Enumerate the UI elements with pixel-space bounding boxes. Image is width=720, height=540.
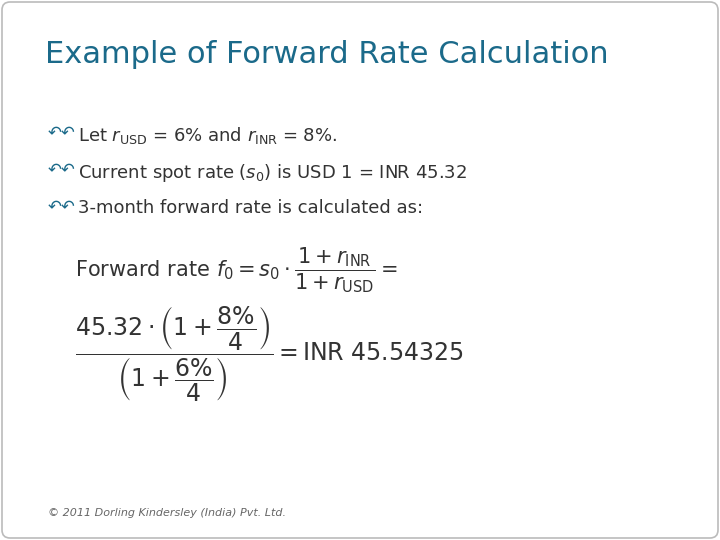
Text: ↶↶: ↶↶ [48,197,76,215]
Text: Current spot rate ($s_0$) is USD 1 = INR 45.32: Current spot rate ($s_0$) is USD 1 = INR… [78,162,467,184]
Text: Let $r_{\mathrm{USD}}$ = 6% and $r_{\mathrm{INR}}$ = 8%.: Let $r_{\mathrm{USD}}$ = 6% and $r_{\mat… [78,125,337,146]
Text: ↶↶: ↶↶ [48,123,76,141]
Text: 3-month forward rate is calculated as:: 3-month forward rate is calculated as: [78,199,423,217]
Text: $\mathrm{Forward\ rate}\ f_0 = s_0 \cdot \dfrac{1 + r_{\mathrm{INR}}}{1 + r_{\ma: $\mathrm{Forward\ rate}\ f_0 = s_0 \cdot… [75,245,397,295]
Text: © 2011 Dorling Kindersley (India) Pvt. Ltd.: © 2011 Dorling Kindersley (India) Pvt. L… [48,508,286,518]
Text: $\dfrac{45.32 \cdot \left(1 + \dfrac{8\%}{4}\right)}{\left(1 + \dfrac{6\%}{4}\ri: $\dfrac{45.32 \cdot \left(1 + \dfrac{8\%… [75,305,464,404]
Text: Example of Forward Rate Calculation: Example of Forward Rate Calculation [45,40,608,69]
Text: ↶↶: ↶↶ [48,160,76,178]
